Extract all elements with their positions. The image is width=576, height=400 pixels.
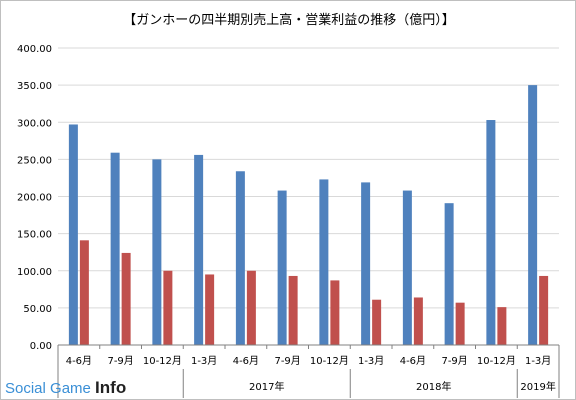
x-tick-label: 1-3月 — [525, 355, 551, 367]
revenue-bar — [402, 190, 412, 345]
x-tick-label: 7-9月 — [274, 355, 300, 367]
operating-profit-bar — [288, 275, 298, 345]
svg-text:Social Game Info: Social Game Info — [5, 378, 126, 397]
revenue-bar — [110, 152, 120, 345]
x-tick-label: 10-12月 — [310, 355, 349, 367]
y-tick-label: 100.00 — [17, 267, 52, 278]
y-tick-label: 350.00 — [17, 81, 52, 92]
y-tick-label: 50.00 — [23, 304, 52, 315]
x-tick-label: 4-6月 — [66, 355, 92, 367]
y-tick-label: 300.00 — [17, 118, 52, 129]
watermark-part1: Social Game — [5, 380, 95, 397]
operating-profit-bar — [539, 275, 549, 345]
operating-profit-bar — [455, 302, 465, 345]
x-tick-label: 7-9月 — [441, 355, 467, 367]
operating-profit-bar — [413, 297, 423, 345]
operating-profit-bar — [163, 270, 173, 345]
chart-title: 【ガンホーの四半期別売上高・営業利益の推移（億円）】 — [123, 12, 455, 28]
gridlines — [58, 47, 559, 346]
revenue-bar — [194, 154, 204, 345]
x-tick-label: 1-3月 — [358, 355, 384, 367]
y-tick-label: 400.00 — [17, 44, 52, 55]
operating-profit-bar — [372, 299, 382, 345]
operating-profit-bar — [330, 280, 340, 345]
year-group-label: 2019年 — [520, 380, 555, 393]
operating-profit-bar — [246, 270, 256, 345]
y-tick-label: 250.00 — [17, 155, 52, 166]
operating-profit-bar — [205, 274, 215, 345]
revenue-bar — [361, 182, 371, 345]
x-tick-label: 4-6月 — [400, 355, 426, 367]
x-tick-label: 1-3月 — [191, 355, 217, 367]
x-tick-label: 10-12月 — [143, 355, 182, 367]
watermark-logo: Social Game Info — [5, 378, 126, 397]
y-tick-label: 200.00 — [17, 193, 52, 204]
y-tick-label: 0.00 — [30, 341, 52, 352]
revenue-bar — [528, 85, 538, 345]
revenue-bar — [444, 203, 454, 345]
x-tick-label: 7-9月 — [107, 355, 133, 367]
operating-profit-bar — [497, 307, 507, 345]
watermark-part2: Info — [95, 378, 126, 397]
y-axis-ticks: 0.00 50.00 100.00 150.00 200.00 250.00 300.00 3… — [17, 44, 52, 352]
y-tick-label: 150.00 — [17, 230, 52, 241]
revenue-bar — [152, 159, 162, 345]
revenue-bar — [319, 179, 329, 345]
year-group-label: 2018年 — [416, 380, 451, 393]
year-group-label: 2017年 — [249, 380, 284, 393]
revenue-bar — [235, 171, 245, 345]
x-tick-label: 4-6月 — [233, 355, 259, 367]
revenue-bar — [486, 120, 496, 346]
revenue-bar — [68, 124, 78, 345]
bars — [68, 85, 549, 346]
operating-profit-bar — [121, 252, 131, 345]
x-tick-label: 10-12月 — [477, 355, 516, 367]
x-axis: 4-6月 7-9月 10-12月 1-3月 4-6月 7-9月 10-12月 1-3月 4-6月… — [57, 344, 560, 398]
operating-profit-bar — [79, 240, 89, 345]
revenue-bar — [277, 190, 287, 345]
